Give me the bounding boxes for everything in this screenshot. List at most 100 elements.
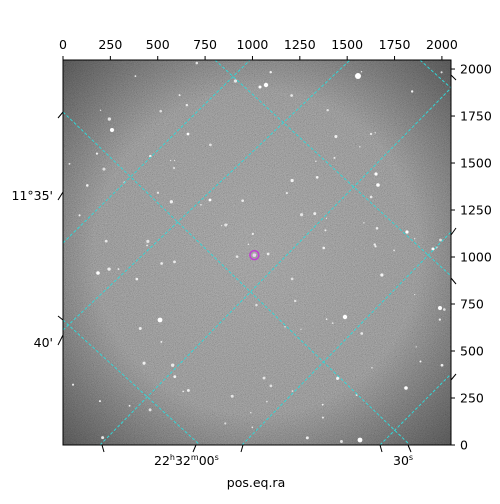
star bbox=[357, 437, 363, 443]
star bbox=[98, 400, 101, 403]
star bbox=[200, 204, 202, 206]
star bbox=[142, 361, 146, 365]
star bbox=[186, 132, 190, 136]
grid-line bbox=[63, 60, 351, 331]
x-axis-title: pos.eq.ra bbox=[227, 475, 285, 490]
star bbox=[269, 70, 272, 74]
right-axis-tick-label: 1250 bbox=[460, 203, 492, 218]
top-axis-tick-label: 750 bbox=[193, 37, 217, 52]
star bbox=[266, 252, 270, 256]
star bbox=[255, 303, 258, 307]
star bbox=[134, 75, 137, 78]
star bbox=[438, 306, 442, 310]
star bbox=[173, 375, 177, 379]
star bbox=[195, 61, 199, 65]
star bbox=[128, 404, 131, 407]
right-axis-tick-label: 1500 bbox=[460, 156, 492, 171]
star bbox=[313, 212, 317, 216]
star bbox=[321, 403, 324, 406]
ra-tick bbox=[407, 444, 412, 453]
dec-tick-label: 40' bbox=[34, 335, 53, 350]
grid-line bbox=[419, 60, 451, 89]
star bbox=[369, 132, 373, 136]
star bbox=[157, 317, 163, 323]
star bbox=[290, 94, 293, 97]
grid-line bbox=[99, 87, 451, 445]
star bbox=[263, 82, 269, 88]
star bbox=[71, 383, 75, 386]
star bbox=[104, 239, 108, 243]
star bbox=[324, 229, 327, 232]
star bbox=[258, 85, 262, 89]
star bbox=[322, 246, 326, 250]
top-axis-tick-label: 1750 bbox=[379, 37, 411, 52]
target-marker-ring bbox=[249, 249, 260, 261]
star bbox=[208, 198, 212, 202]
star bbox=[160, 262, 163, 265]
dec-tick bbox=[450, 373, 457, 381]
star bbox=[336, 376, 340, 380]
star bbox=[404, 386, 408, 390]
star bbox=[419, 360, 422, 363]
top-axis-tick-label: 0 bbox=[59, 37, 67, 52]
star bbox=[173, 166, 176, 170]
star bbox=[299, 213, 304, 217]
star bbox=[182, 390, 185, 393]
star bbox=[440, 363, 444, 367]
star bbox=[290, 277, 294, 281]
target-marker bbox=[249, 249, 260, 261]
star bbox=[369, 195, 373, 199]
star bbox=[235, 255, 239, 259]
star bbox=[101, 436, 105, 440]
star bbox=[186, 388, 190, 392]
star bbox=[185, 103, 189, 107]
star bbox=[262, 376, 266, 380]
star bbox=[173, 260, 176, 264]
ra-tick-label: 30s bbox=[393, 453, 413, 468]
top-axis-tick-label: 250 bbox=[98, 37, 122, 52]
star bbox=[342, 314, 348, 320]
dec-tick bbox=[57, 315, 64, 321]
dec-tick bbox=[450, 227, 457, 236]
star-field bbox=[68, 61, 446, 443]
star bbox=[334, 135, 338, 139]
star bbox=[107, 267, 111, 271]
star bbox=[414, 238, 416, 240]
right-axis-tick-label: 1000 bbox=[460, 250, 492, 265]
grid-line bbox=[63, 60, 251, 244]
plot-frame bbox=[62, 59, 452, 446]
star bbox=[149, 154, 152, 158]
ra-tick bbox=[379, 444, 383, 453]
star bbox=[233, 79, 238, 83]
star bbox=[156, 191, 160, 194]
star bbox=[374, 172, 378, 176]
sky-image bbox=[63, 60, 451, 445]
ra-ticks bbox=[101, 444, 412, 453]
star bbox=[159, 109, 163, 113]
star bbox=[224, 422, 227, 425]
star bbox=[285, 192, 288, 195]
star bbox=[209, 143, 212, 147]
grid-line bbox=[63, 319, 201, 445]
target-marker-dot bbox=[252, 253, 257, 257]
star bbox=[291, 390, 294, 392]
top-axis-tick-label: 2000 bbox=[426, 37, 458, 52]
star bbox=[414, 294, 416, 296]
star bbox=[300, 328, 302, 330]
ra-tick-label: 22h32m00s bbox=[154, 453, 219, 468]
grid-line bbox=[63, 111, 411, 445]
star bbox=[325, 318, 328, 320]
star bbox=[146, 239, 150, 243]
dec-tick bbox=[57, 334, 64, 346]
star bbox=[438, 318, 441, 321]
star bbox=[146, 244, 148, 247]
dec-tick bbox=[450, 74, 457, 81]
top-axis-tick-label: 500 bbox=[146, 37, 170, 52]
star bbox=[410, 90, 414, 93]
star bbox=[331, 322, 334, 325]
star bbox=[96, 271, 100, 275]
star bbox=[247, 243, 250, 246]
star bbox=[376, 183, 380, 187]
